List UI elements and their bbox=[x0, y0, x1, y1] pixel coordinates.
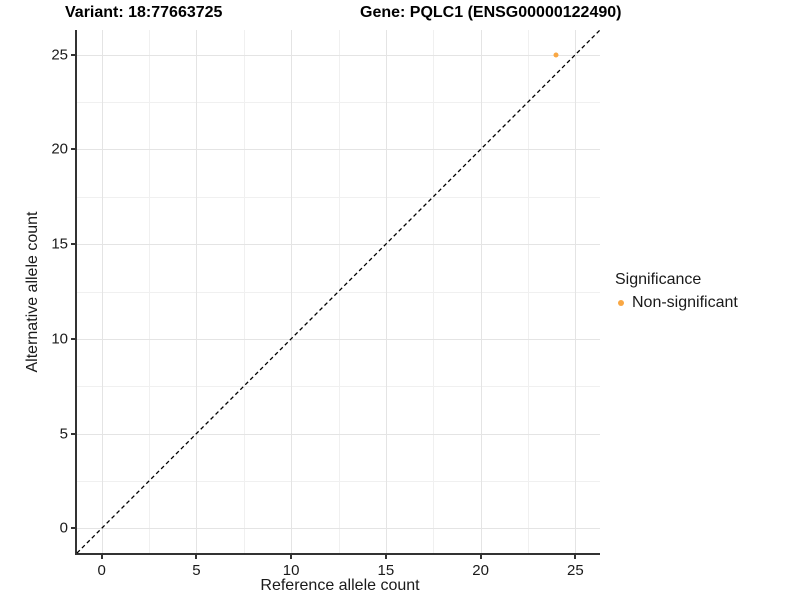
y-axis-tick bbox=[71, 527, 75, 530]
x-gridline-major bbox=[101, 30, 103, 553]
plot-title-gene: Gene: PQLC1 (ENSG00000122490) bbox=[360, 4, 622, 21]
x-gridline-major bbox=[196, 30, 198, 553]
legend-item-label: Non-significant bbox=[632, 294, 738, 311]
y-axis-tick bbox=[71, 432, 75, 435]
y-axis-title: Alternative allele count bbox=[24, 211, 41, 373]
y-gridline-minor bbox=[77, 291, 600, 293]
x-axis-tick-label: 10 bbox=[282, 562, 300, 579]
x-gridline-minor bbox=[527, 30, 529, 553]
y-axis-tick-label: 20 bbox=[51, 140, 68, 158]
legend: Significance Non-significant bbox=[615, 271, 738, 312]
y-axis-tick bbox=[71, 243, 75, 246]
x-axis-tick bbox=[479, 555, 482, 559]
y-gridline-minor bbox=[77, 102, 600, 103]
legend-key-dot-icon bbox=[618, 300, 624, 306]
x-axis-tick-label: 25 bbox=[567, 562, 584, 579]
x-axis-tick bbox=[384, 555, 387, 559]
y-axis-tick-label: 15 bbox=[51, 235, 68, 253]
data-point bbox=[553, 52, 559, 58]
x-axis-tick bbox=[574, 555, 577, 559]
x-gridline-major bbox=[480, 30, 482, 553]
x-gridline-major bbox=[291, 30, 293, 553]
x-gridline-major bbox=[575, 30, 577, 553]
y-gridline-major bbox=[77, 528, 600, 530]
y-axis-tick bbox=[71, 53, 75, 56]
legend-item: Non-significant bbox=[615, 294, 738, 312]
y-axis-tick-label: 0 bbox=[59, 519, 68, 537]
x-axis-tick-label: 20 bbox=[472, 562, 489, 579]
plot-panel: 0 0 5 5 10 10 15 15 20 20 25 25 bbox=[51, 29, 601, 579]
y-axis-tick bbox=[71, 148, 75, 151]
legend-title: Significance bbox=[615, 271, 702, 288]
x-axis-tick-label: 5 bbox=[192, 562, 201, 579]
x-axis-tick-label: 15 bbox=[377, 562, 395, 579]
x-gridline-major bbox=[385, 30, 387, 553]
x-axis-title: Reference allele count bbox=[260, 577, 420, 594]
y-gridline-major bbox=[77, 433, 600, 435]
legend-items: Non-significant bbox=[615, 294, 738, 312]
y-gridline-major bbox=[77, 149, 600, 151]
y-gridline-major bbox=[77, 54, 600, 56]
x-axis-tick bbox=[195, 555, 198, 559]
y-axis-tick-label: 25 bbox=[51, 46, 68, 64]
identity-reference-line bbox=[76, 29, 601, 554]
y-axis-tick bbox=[71, 337, 75, 340]
y-gridline-minor bbox=[77, 196, 600, 198]
x-axis-tick bbox=[100, 555, 103, 559]
y-gridline-major bbox=[77, 338, 600, 340]
y-axis-tick-label: 5 bbox=[59, 425, 68, 443]
x-axis-tick bbox=[290, 555, 293, 559]
y-gridline-major bbox=[77, 244, 600, 246]
y-axis-tick-label: 10 bbox=[51, 330, 68, 348]
x-gridline-minor bbox=[433, 30, 435, 553]
plot-title-variant: Variant: 18:77663725 bbox=[65, 4, 223, 21]
x-axis-tick-label: 0 bbox=[97, 562, 106, 579]
